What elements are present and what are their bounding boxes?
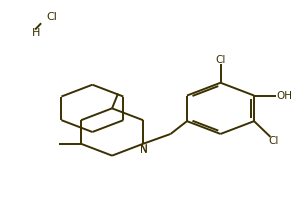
Text: Cl: Cl [268, 136, 279, 146]
Text: OH: OH [277, 91, 292, 100]
Text: Cl: Cl [215, 55, 226, 65]
Text: Cl: Cl [46, 12, 57, 22]
Text: N: N [140, 144, 148, 154]
Text: H: H [32, 28, 41, 38]
Text: N: N [140, 145, 148, 155]
